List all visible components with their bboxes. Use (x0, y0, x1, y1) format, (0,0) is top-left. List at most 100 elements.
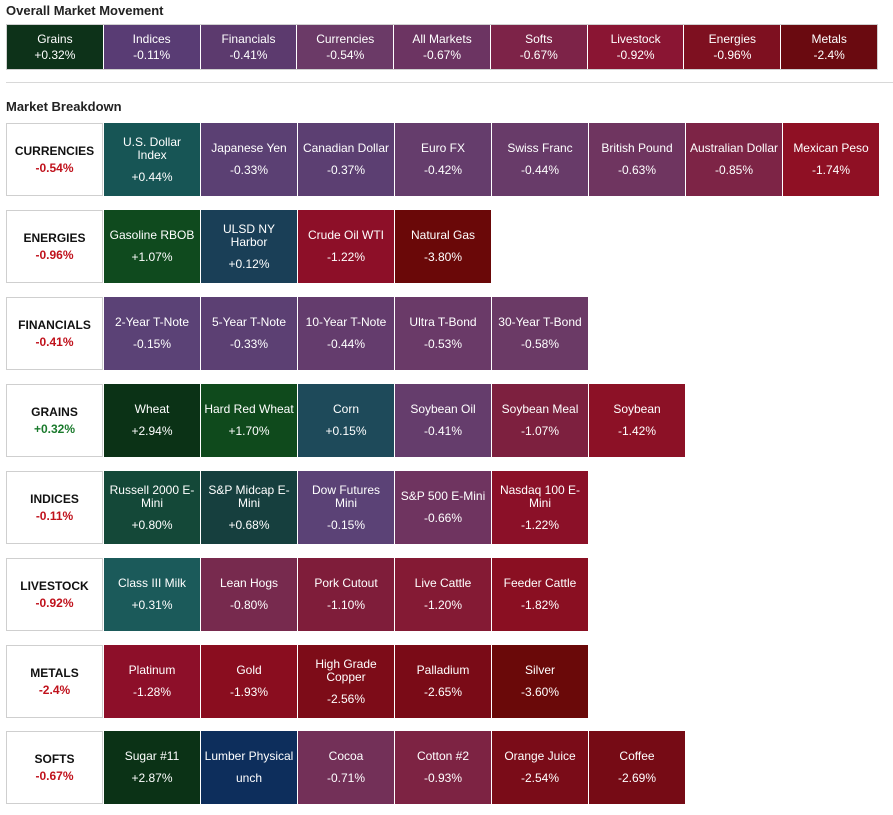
category-label[interactable]: INDICES -0.11% (6, 471, 103, 544)
market-tile-cocoa[interactable]: Cocoa -0.71% (298, 731, 394, 804)
overall-tile-financials[interactable]: Financials -0.41% (200, 25, 298, 69)
market-tile-lean-hogs[interactable]: Lean Hogs -0.80% (201, 558, 297, 631)
market-tile-crude-oil-wti[interactable]: Crude Oil WTI -1.22% (298, 210, 394, 283)
market-tile-5-year-t-note[interactable]: 5-Year T-Note -0.33% (201, 297, 297, 370)
market-tile-name: 2-Year T-Note (114, 315, 190, 329)
market-tile-platinum[interactable]: Platinum -1.28% (104, 645, 200, 718)
category-label[interactable]: METALS -2.4% (6, 645, 103, 718)
market-tile-swiss-franc[interactable]: Swiss Franc -0.44% (492, 123, 588, 196)
market-tile-live-cattle[interactable]: Live Cattle -1.20% (395, 558, 491, 631)
market-tile-sandp-500-e-mini[interactable]: S&P 500 E-Mini -0.66% (395, 471, 491, 544)
market-tile-gold[interactable]: Gold -1.93% (201, 645, 297, 718)
overall-tile-all-markets[interactable]: All Markets -0.67% (394, 25, 491, 69)
market-tile-euro-fx[interactable]: Euro FX -0.42% (395, 123, 491, 196)
category-change: -0.96% (35, 247, 74, 262)
market-tile-gasoline-rbob[interactable]: Gasoline RBOB +1.07% (104, 210, 200, 283)
market-tile-30-year-t-bond[interactable]: 30-Year T-Bond -0.58% (492, 297, 588, 370)
market-tile-2-year-t-note[interactable]: 2-Year T-Note -0.15% (104, 297, 200, 370)
market-tile-name: Sugar #11 (124, 749, 180, 763)
market-tile-lumber-physical[interactable]: Lumber Physical unch (201, 731, 297, 804)
overall-tile-value: -0.67% (519, 48, 558, 62)
overall-market-row: Grains +0.32% Indices -0.11% Financials -0.41… (6, 24, 878, 70)
overall-tile-value: -0.92% (616, 48, 655, 62)
market-tile-hard-red-wheat[interactable]: Hard Red Wheat +1.70% (201, 384, 297, 457)
market-tile-u-s-dollar-index[interactable]: U.S. Dollar Index +0.44% (104, 123, 200, 196)
market-tile-soybean[interactable]: Soybean -1.42% (589, 384, 685, 457)
category-name: GRAINS (31, 404, 78, 419)
market-tile-value: -1.42% (617, 424, 657, 438)
category-label[interactable]: FINANCIALS -0.41% (6, 297, 103, 370)
category-label[interactable]: LIVESTOCK -0.92% (6, 558, 103, 631)
market-tile-ultra-t-bond[interactable]: Ultra T-Bond -0.53% (395, 297, 491, 370)
market-tile-10-year-t-note[interactable]: 10-Year T-Note -0.44% (298, 297, 394, 370)
overall-tile-livestock[interactable]: Livestock -0.92% (587, 25, 685, 69)
overall-tile-name: Metals (811, 32, 847, 46)
market-tile-coffee[interactable]: Coffee -2.69% (589, 731, 685, 804)
market-tile-class-iii-milk[interactable]: Class III Milk +0.31% (104, 558, 200, 631)
market-tile-value: -0.33% (229, 337, 269, 351)
market-tile-nasdaq-100-e-mini[interactable]: Nasdaq 100 E-Mini -1.22% (492, 471, 588, 544)
category-label[interactable]: SOFTS -0.67% (6, 731, 103, 804)
market-tile-sugar-11[interactable]: Sugar #11 +2.87% (104, 731, 200, 804)
market-tile-dow-futures-mini[interactable]: Dow Futures Mini -0.15% (298, 471, 394, 544)
market-tile-value: -1.28% (132, 685, 172, 699)
overall-tile-value: -0.54% (326, 48, 365, 62)
market-tile-australian-dollar[interactable]: Australian Dollar -0.85% (686, 123, 782, 196)
market-tile-russell-2000-e-mini[interactable]: Russell 2000 E-Mini +0.80% (104, 471, 200, 544)
market-tile-high-grade-copper[interactable]: High Grade Copper -2.56% (298, 645, 394, 718)
market-tile-sandp-midcap-e-mini[interactable]: S&P Midcap E-Mini +0.68% (201, 471, 297, 544)
market-tile-name: S&P Midcap E-Mini (208, 482, 290, 510)
market-tile-value: -0.15% (326, 517, 366, 532)
market-tile-name: Australian Dollar (689, 141, 779, 155)
market-tile-value: +1.07% (131, 250, 173, 264)
market-tile-japanese-yen[interactable]: Japanese Yen -0.33% (201, 123, 297, 196)
market-tile-name: 10-Year T-Note (305, 315, 387, 329)
market-tile-silver[interactable]: Silver -3.60% (492, 645, 588, 718)
market-tile-value: -1.74% (811, 163, 851, 177)
market-tile-value: -2.54% (520, 771, 560, 785)
overall-tile-softs[interactable]: Softs -0.67% (490, 25, 588, 69)
market-tile-name: Gasoline RBOB (109, 228, 195, 242)
market-tile-mexican-peso[interactable]: Mexican Peso -1.74% (783, 123, 879, 196)
overall-tile-energies[interactable]: Energies -0.96% (684, 25, 782, 69)
overall-tile-value: +0.32% (34, 48, 76, 62)
market-tile-name: Crude Oil WTI (307, 228, 384, 242)
category-label[interactable]: CURRENCIES -0.54% (6, 123, 103, 196)
overall-tile-value: -0.41% (229, 48, 268, 62)
market-tile-natural-gas[interactable]: Natural Gas -3.80% (395, 210, 491, 283)
market-tile-name: Gold (236, 663, 262, 677)
section-divider (6, 82, 893, 83)
market-tile-value: -0.44% (326, 337, 366, 351)
overall-tile-grains[interactable]: Grains +0.32% (7, 25, 104, 69)
market-tile-name: Mexican Peso (793, 141, 869, 155)
market-breakdown-title: Market Breakdown (6, 99, 122, 114)
market-tile-value: -0.44% (520, 163, 560, 177)
market-tile-soybean-oil[interactable]: Soybean Oil -0.41% (395, 384, 491, 457)
market-tile-name: Orange Juice (504, 749, 576, 763)
overall-tile-currencies[interactable]: Currencies -0.54% (297, 25, 395, 69)
category-label[interactable]: ENERGIES -0.96% (6, 210, 103, 283)
market-tile-feeder-cattle[interactable]: Feeder Cattle -1.82% (492, 558, 588, 631)
market-tile-value: -1.20% (423, 598, 463, 612)
market-tile-name: Lean Hogs (219, 576, 279, 590)
market-tile-british-pound[interactable]: British Pound -0.63% (589, 123, 685, 196)
overall-tile-name: All Markets (412, 32, 472, 46)
overall-tile-indices[interactable]: Indices -0.11% (103, 25, 201, 69)
overall-tile-name: Indices (132, 32, 171, 46)
market-tile-canadian-dollar[interactable]: Canadian Dollar -0.37% (298, 123, 394, 196)
market-tile-value: unch (235, 771, 263, 785)
overall-tile-value: -0.96% (713, 48, 752, 62)
market-tile-name: Coffee (619, 749, 655, 763)
market-tile-value: -3.80% (423, 250, 463, 264)
market-tile-wheat[interactable]: Wheat +2.94% (104, 384, 200, 457)
market-tile-palladium[interactable]: Palladium -2.65% (395, 645, 491, 718)
category-label[interactable]: GRAINS +0.32% (6, 384, 103, 457)
market-tile-pork-cutout[interactable]: Pork Cutout -1.10% (298, 558, 394, 631)
market-tile-name: Silver (524, 663, 555, 677)
market-tile-orange-juice[interactable]: Orange Juice -2.54% (492, 731, 588, 804)
overall-tile-metals[interactable]: Metals -2.4% (781, 25, 878, 69)
market-tile-soybean-meal[interactable]: Soybean Meal -1.07% (492, 384, 588, 457)
market-tile-corn[interactable]: Corn +0.15% (298, 384, 394, 457)
market-tile-ulsd-ny-harbor[interactable]: ULSD NY Harbor +0.12% (201, 210, 297, 283)
market-tile-cotton-2[interactable]: Cotton #2 -0.93% (395, 731, 491, 804)
